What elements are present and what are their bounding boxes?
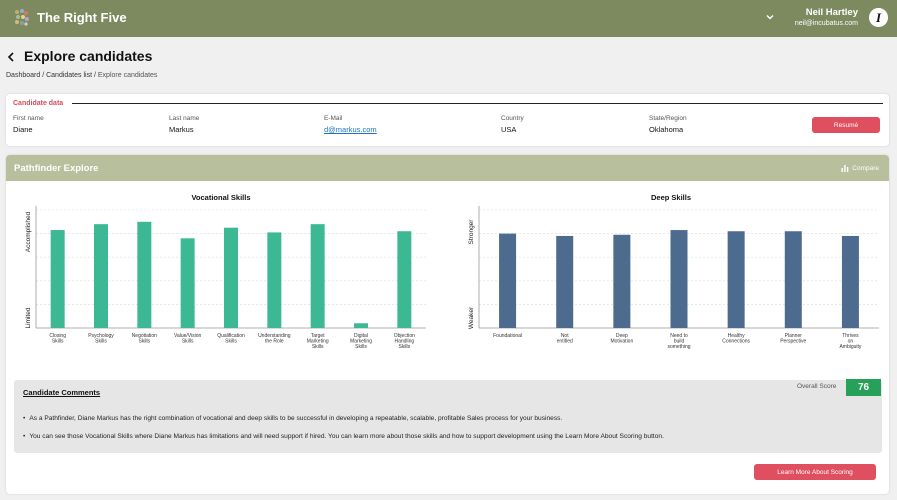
pathfinder-card: Pathfinder Explore Compare Vocational Sk… bbox=[6, 155, 889, 494]
candidate-comments: Candidate Comments Overall Score 76 As a… bbox=[14, 379, 882, 453]
user-name[interactable]: Neil Hartley bbox=[805, 7, 858, 18]
first-name-value: Diane bbox=[13, 125, 33, 134]
deep-skills-chart: Deep Skills Stronger Weaker Foundational Not… bbox=[455, 190, 885, 370]
overall-score-badge: 76 bbox=[846, 379, 881, 396]
x-tick-label: Objection Handling Skills bbox=[394, 333, 415, 350]
y-axis-top-label: Accomplished bbox=[25, 211, 32, 252]
x-tick-label: Understanding the Role bbox=[258, 333, 291, 345]
x-tick-label: Psychology Skills bbox=[88, 333, 114, 345]
x-tick-label: Healthy Connections bbox=[722, 333, 750, 345]
chart-title: Vocational Skills bbox=[191, 193, 250, 202]
chart-bar bbox=[224, 227, 238, 328]
x-tick-label: Negotiation Skills bbox=[132, 333, 158, 345]
chart-title: Deep Skills bbox=[651, 193, 691, 202]
x-tick-label: Digital Marketing Skills bbox=[350, 333, 372, 350]
email-label: E-Mail bbox=[324, 115, 343, 122]
comment-bullet: You can see those Vocational Skills wher… bbox=[23, 433, 664, 440]
state-label: State/Region bbox=[649, 115, 687, 122]
resume-button[interactable]: Resumé bbox=[812, 117, 880, 133]
x-tick-label: Deep Motivation bbox=[610, 333, 633, 345]
y-axis-bottom-label: Limited bbox=[25, 307, 32, 328]
x-tick-label: Thrives on Ambiguity bbox=[839, 333, 861, 350]
last-name-value: Markus bbox=[169, 125, 194, 134]
chart-bar bbox=[499, 233, 517, 328]
page-title: Explore candidates bbox=[24, 48, 153, 64]
chart-bar bbox=[556, 235, 574, 328]
chart-bar bbox=[137, 221, 152, 328]
state-value: Oklahoma bbox=[649, 125, 684, 134]
chart-bar bbox=[727, 231, 745, 328]
chart-bar bbox=[613, 234, 631, 328]
candidate-data-title: Candidate data bbox=[13, 100, 64, 107]
chart-bar bbox=[310, 224, 325, 328]
x-tick-label: Qualification Skills bbox=[217, 333, 245, 345]
chart-bar bbox=[267, 232, 282, 328]
chart-bar bbox=[94, 224, 108, 328]
back-arrow-icon[interactable] bbox=[6, 51, 16, 63]
pathfinder-title: Pathfinder Explore bbox=[14, 163, 99, 174]
chart-bar bbox=[180, 238, 195, 328]
first-name-label: First name bbox=[13, 115, 44, 122]
compare-button[interactable]: Compare bbox=[841, 164, 879, 172]
learn-more-button[interactable]: Learn More About Scoring bbox=[754, 464, 876, 480]
chart-bar bbox=[354, 323, 368, 328]
app-brand[interactable]: The Right Five bbox=[37, 10, 127, 25]
logo-icon[interactable] bbox=[13, 8, 30, 27]
top-bar: The Right Five Neil Hartley neil@incubat… bbox=[0, 0, 897, 37]
breadcrumb: Dashboard / Candidates list / Explore ca… bbox=[6, 72, 157, 79]
chart-bar bbox=[841, 235, 859, 328]
x-tick-label: Foundational bbox=[493, 333, 522, 339]
last-name-label: Last name bbox=[169, 115, 200, 122]
svg-text:I: I bbox=[875, 10, 882, 25]
vocational-skills-chart: Vocational Skills Accomplished Limited Clos… bbox=[12, 190, 432, 370]
candidate-data-card: Candidate data First name Diane Last nam… bbox=[6, 94, 889, 146]
chevron-down-icon[interactable] bbox=[765, 12, 775, 22]
breadcrumb-candidates-list[interactable]: Candidates list bbox=[46, 72, 93, 79]
chart-bar bbox=[397, 231, 412, 328]
comments-title: Candidate Comments bbox=[23, 388, 101, 397]
bar-chart-icon bbox=[841, 165, 849, 172]
breadcrumb-separator: / bbox=[42, 72, 45, 79]
vocational-skills-svg: Vocational Skills Accomplished Limited Clos… bbox=[25, 193, 426, 350]
avatar[interactable]: I bbox=[869, 8, 888, 27]
country-label: Country bbox=[501, 115, 524, 122]
chart-bar bbox=[670, 230, 688, 328]
country-value: USA bbox=[501, 125, 517, 134]
user-email: neil@incubatus.com bbox=[794, 20, 858, 27]
deep-skills-svg: Deep Skills Stronger Weaker Foundational Not… bbox=[468, 193, 879, 350]
x-tick-label: Not entitled bbox=[557, 333, 573, 345]
chart-bar bbox=[50, 230, 65, 328]
chart-bar bbox=[784, 231, 802, 328]
y-axis-bottom-label: Weaker bbox=[468, 306, 475, 329]
overall-score-label: Overall Score bbox=[797, 383, 837, 390]
x-tick-label: Planner Perspective bbox=[780, 333, 806, 345]
x-tick-label: Need to build something bbox=[667, 333, 690, 350]
breadcrumb-current: Explore candidates bbox=[97, 72, 158, 79]
comment-bullet: As a Pathfinder, Diane Markus has the ri… bbox=[23, 415, 562, 422]
breadcrumb-separator: / bbox=[93, 72, 96, 79]
x-tick-label: Closing Skills bbox=[49, 333, 66, 345]
pathfinder-header: Pathfinder Explore Compare bbox=[6, 155, 889, 181]
y-axis-top-label: Stronger bbox=[468, 219, 475, 245]
compare-label: Compare bbox=[852, 164, 879, 172]
x-tick-label: Target Marketing Skills bbox=[307, 333, 329, 350]
email-link[interactable]: d@markus.com bbox=[324, 125, 377, 134]
x-tick-label: Value/Vision Skills bbox=[174, 333, 202, 345]
breadcrumb-dashboard[interactable]: Dashboard bbox=[6, 72, 41, 79]
divider bbox=[72, 103, 883, 104]
